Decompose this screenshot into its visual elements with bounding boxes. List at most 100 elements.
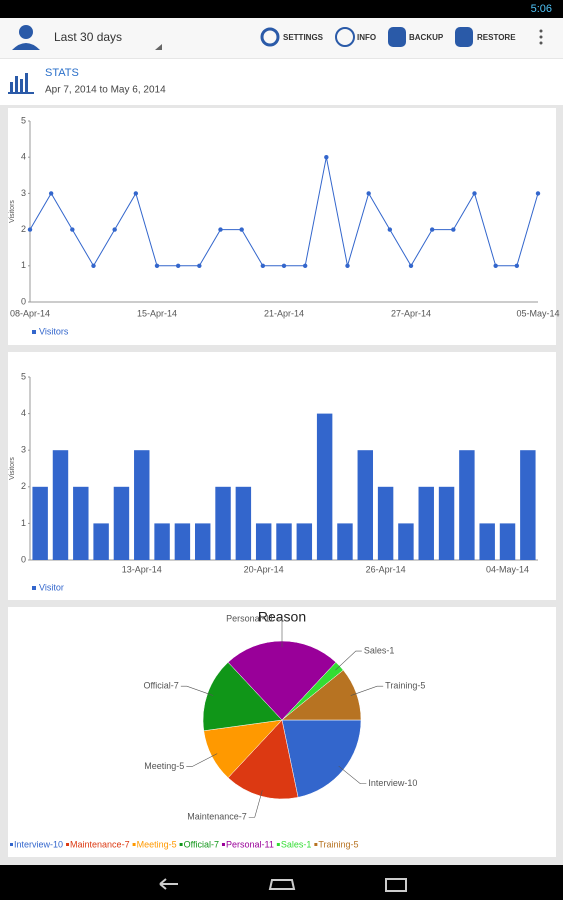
data-point: [493, 263, 498, 268]
bar: [296, 523, 313, 560]
y-tick-label: 4: [21, 152, 26, 162]
bar: [398, 523, 414, 560]
data-point: [387, 227, 393, 232]
legend-swatch: [276, 843, 280, 846]
settings-icon: [260, 27, 280, 47]
leader-line: [338, 765, 367, 785]
bar: [154, 523, 170, 560]
y-tick-label: 3: [21, 188, 26, 198]
bar: [194, 523, 211, 560]
x-tick-label: 04-May-14: [486, 564, 529, 574]
dropdown-arrow: [155, 44, 162, 50]
bar: [134, 450, 150, 560]
bar: [235, 486, 252, 560]
recents-button[interactable]: [385, 878, 407, 892]
legend-label: Sales-1: [281, 839, 312, 849]
leader-line: [180, 685, 214, 696]
legend-swatch: [66, 843, 70, 846]
legend-swatch: [10, 843, 13, 846]
info-icon: [335, 27, 355, 47]
bar: [499, 523, 516, 560]
slice-label: Meeting-5: [144, 761, 184, 771]
data-point: [451, 227, 456, 232]
y-tick-label: 3: [21, 445, 26, 455]
slice-label: Sales-1: [364, 645, 395, 655]
legend-swatch: [314, 843, 318, 846]
bar: [377, 486, 394, 560]
data-point: [197, 263, 202, 268]
legend-label: Visitor: [39, 582, 64, 592]
bar: [418, 486, 434, 560]
data-point: [27, 227, 33, 232]
legend-label: Interview-10: [14, 839, 63, 849]
y-axis-label: Visitors: [9, 457, 16, 480]
stats-icon: [8, 73, 34, 94]
legend-swatch: [132, 843, 136, 846]
data-point: [429, 227, 435, 232]
bar: [73, 486, 89, 560]
data-point: [112, 227, 117, 232]
period-selector[interactable]: Last 30 days: [54, 30, 122, 44]
bar: [479, 523, 495, 560]
legend-swatch: [32, 586, 36, 590]
data-point: [48, 191, 54, 196]
action-backup[interactable]: BACKUP: [409, 33, 444, 42]
x-tick-label: 27-Apr-14: [391, 308, 431, 318]
slice-label: Maintenance-7: [187, 812, 247, 822]
x-tick-label: 13-Apr-14: [122, 564, 162, 574]
y-tick-label: 2: [21, 481, 26, 491]
leader-line: [276, 618, 283, 647]
y-tick-label: 0: [21, 296, 26, 306]
slice-label: Training-5: [385, 681, 425, 691]
app-icon[interactable]: [12, 25, 40, 50]
legend-label: Visitors: [39, 326, 69, 336]
bar: [32, 486, 48, 560]
legend-swatch: [179, 843, 183, 846]
data-point: [281, 263, 287, 268]
stats-subtitle: Apr 7, 2014 to May 6, 2014: [45, 85, 166, 96]
bar: [438, 486, 455, 560]
back-button[interactable]: [159, 878, 178, 890]
home-button[interactable]: [268, 879, 296, 890]
legend-label: Maintenance-7: [70, 839, 130, 849]
bar: [276, 523, 292, 560]
action-settings[interactable]: SETTINGS: [283, 33, 324, 42]
action-restore[interactable]: RESTORE: [477, 33, 516, 42]
restore-icon: [455, 27, 473, 47]
status-time: 5:06: [531, 3, 552, 15]
data-point: [175, 263, 181, 268]
bar: [93, 523, 109, 560]
bar: [520, 450, 536, 560]
legend-label: Training-5: [318, 839, 358, 849]
data-point: [345, 263, 350, 268]
data-point: [133, 191, 139, 196]
data-point: [472, 191, 477, 196]
y-axis-label: Visitors: [9, 200, 16, 223]
slice-label: Interview-10: [368, 778, 417, 788]
bar: [337, 523, 353, 560]
x-tick-label: 05-May-14: [516, 308, 559, 318]
chart-title: Reason: [258, 609, 306, 625]
action-info[interactable]: INFO: [357, 33, 376, 42]
data-point: [154, 263, 160, 268]
y-tick-label: 2: [21, 224, 26, 234]
stats-header: [0, 59, 563, 105]
status-bar: [0, 0, 563, 18]
backup-icon: [388, 27, 406, 47]
bar: [113, 486, 130, 560]
bar: [357, 450, 374, 560]
leader-line: [186, 753, 218, 767]
y-tick-label: 1: [21, 518, 26, 528]
bar: [316, 413, 333, 560]
legend-label: Personal-11: [226, 839, 274, 849]
data-point: [260, 263, 266, 268]
legend-label: Official-7: [184, 839, 219, 849]
bar: [174, 523, 191, 560]
data-point: [91, 263, 96, 268]
data-point: [408, 263, 414, 268]
bar: [52, 450, 69, 560]
chart-card: [8, 108, 556, 345]
data-point: [366, 191, 371, 196]
legend-swatch: [32, 330, 36, 334]
overflow-menu[interactable]: [539, 29, 543, 45]
